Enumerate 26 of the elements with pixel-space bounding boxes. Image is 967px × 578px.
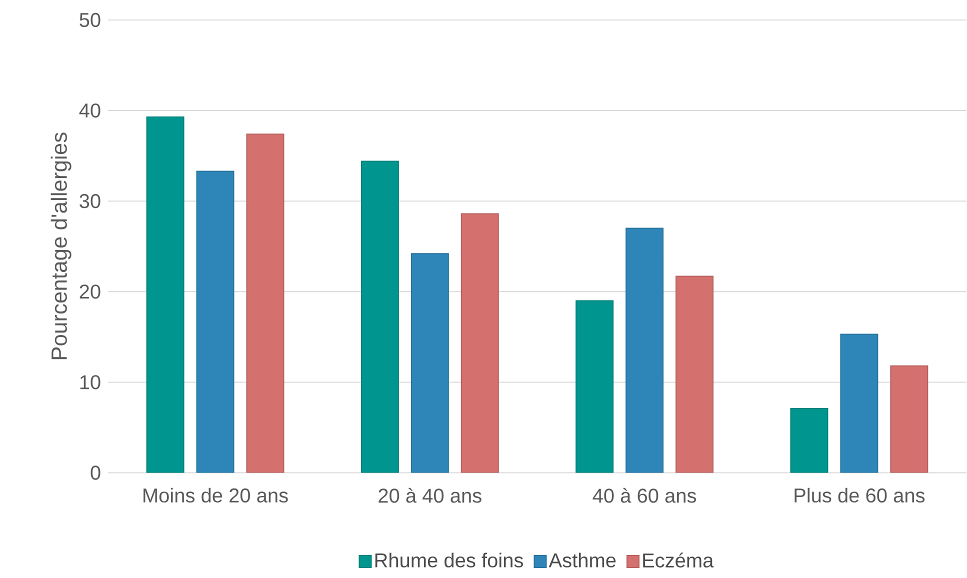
y-tick-label: 0 [90, 466, 100, 480]
x-tick-label: 20 à 40 ans [378, 488, 482, 503]
x-tick-label: Moins de 20 ans [144, 488, 288, 503]
x-tick-label: 40 à 60 ans [592, 488, 696, 503]
y-axis-title: Pourcentage d'allergies [50, 132, 72, 360]
legend-label: Asthme [548, 552, 616, 568]
bar [410, 253, 449, 473]
bar [626, 228, 664, 473]
bar [196, 170, 234, 473]
bar [890, 366, 928, 473]
bar [676, 276, 714, 473]
legend-label: Rhume des foins [375, 552, 523, 568]
bar [460, 213, 499, 473]
bar [576, 300, 614, 473]
bar [790, 408, 828, 473]
y-tick-label: 20 [80, 284, 100, 299]
bar [146, 116, 184, 473]
x-tick-label: Plus de 60 ans [794, 488, 925, 503]
y-tick-label: 40 [79, 104, 100, 118]
y-tick-label: 10 [80, 375, 100, 390]
legend-label: Eczéma [643, 552, 714, 568]
bar [360, 160, 399, 473]
y-tick-label: 50 [80, 13, 100, 28]
bar [246, 134, 284, 473]
bar [840, 334, 878, 473]
y-tick-label: 30 [80, 194, 100, 208]
